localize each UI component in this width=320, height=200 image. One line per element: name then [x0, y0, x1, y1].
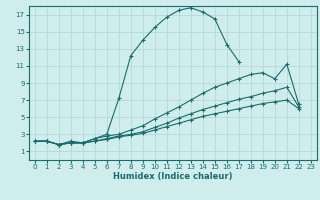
X-axis label: Humidex (Indice chaleur): Humidex (Indice chaleur) — [113, 172, 233, 181]
